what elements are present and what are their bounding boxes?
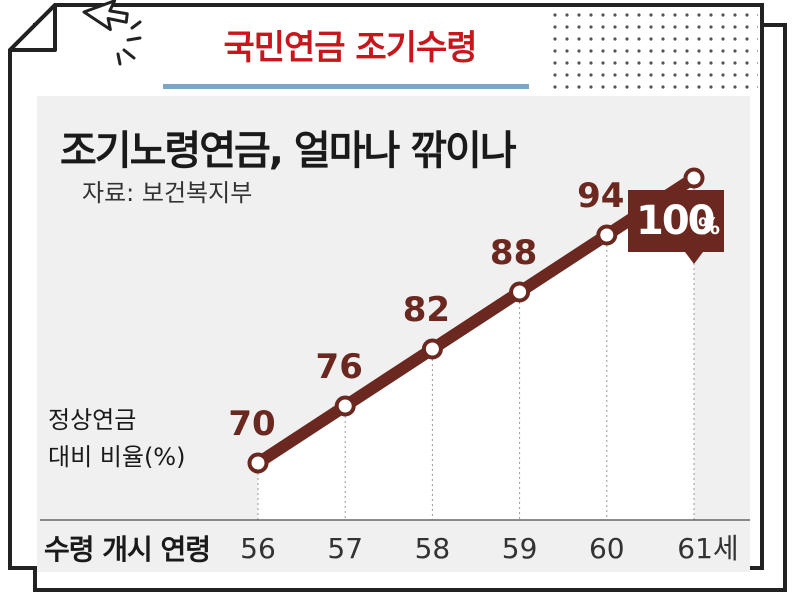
- data-label: 82: [403, 290, 450, 330]
- data-label: 76: [316, 347, 363, 387]
- x-tick-label: 58: [415, 532, 451, 565]
- x-tick-label: 60: [589, 532, 625, 565]
- data-point: [247, 452, 269, 474]
- data-point: [596, 224, 618, 246]
- cursor-click-icon: [82, 0, 129, 31]
- highlight-pointer: [685, 252, 703, 264]
- y-axis-label-line-1: 정상연금: [48, 406, 137, 434]
- data-label: 94: [577, 176, 624, 216]
- x-tick-label: 57: [327, 532, 363, 565]
- data-label-highlight: 100: [636, 198, 714, 244]
- data-label: 70: [228, 404, 275, 444]
- folded-corner: [8, 3, 57, 52]
- data-label-unit: %: [698, 215, 720, 240]
- series-line: [252, 172, 700, 469]
- page-title: 국민연금 조기수령: [223, 28, 477, 68]
- data-point: [334, 395, 356, 417]
- data-label: 88: [490, 233, 537, 273]
- data-point: [683, 167, 705, 189]
- highlight-box: [628, 190, 724, 252]
- x-axis-label: 수령 개시 연령: [44, 533, 211, 566]
- chart-title: 조기노령연금, 얼마나 깎이나: [60, 128, 517, 174]
- y-axis-label-line-2: 대비 비율(%): [48, 443, 186, 471]
- x-tick-label: 56: [240, 532, 276, 565]
- title-underline: [163, 84, 529, 89]
- chart-source: 자료: 보건복지부: [82, 179, 253, 207]
- x-tick-label: 61세: [677, 532, 738, 565]
- data-point: [421, 338, 443, 360]
- dot-pattern: [548, 8, 758, 90]
- area-fill: [258, 178, 694, 520]
- click-sparks-icon: [116, 20, 142, 66]
- data-point: [509, 281, 531, 303]
- x-tick-label: 59: [502, 532, 538, 565]
